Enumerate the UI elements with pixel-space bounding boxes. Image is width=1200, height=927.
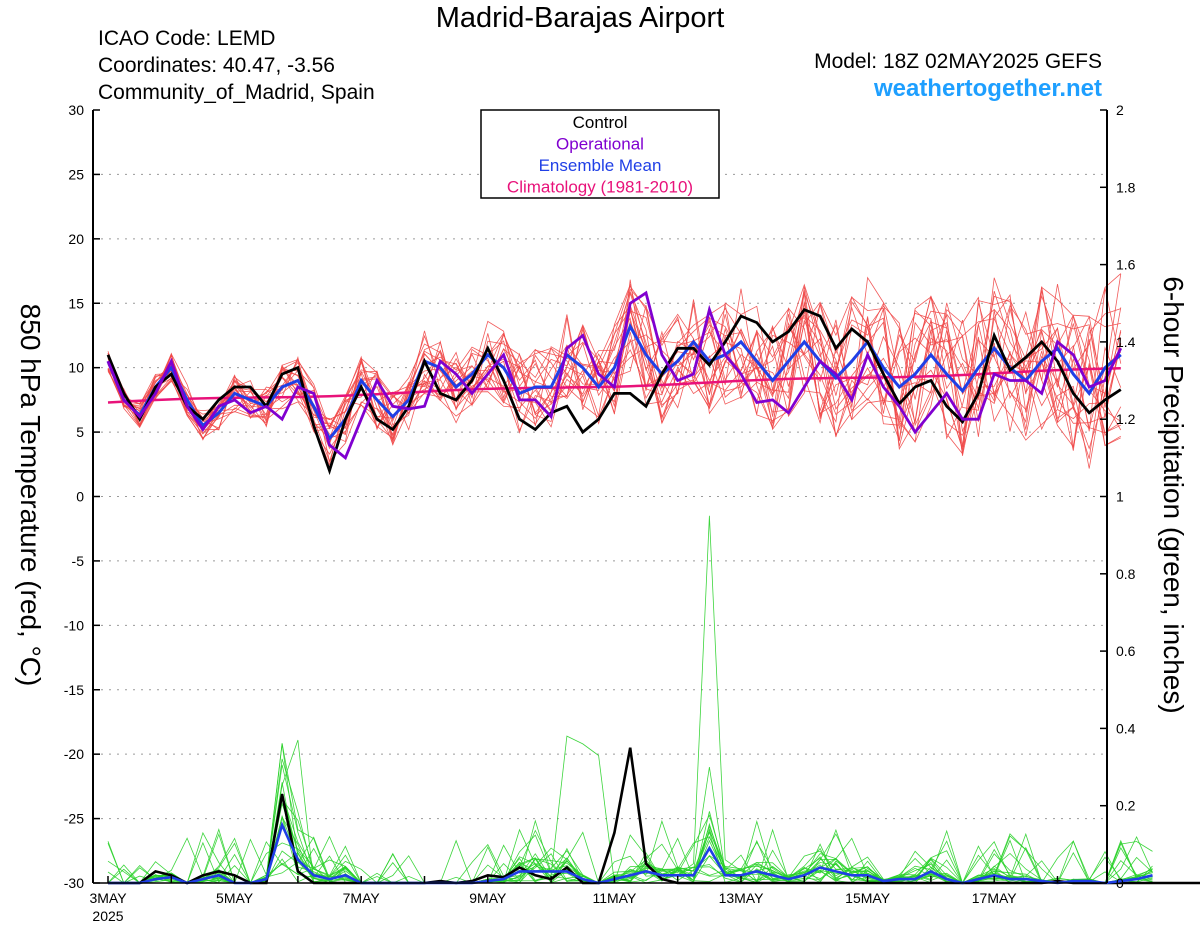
legend-item: Control bbox=[573, 113, 628, 132]
y-left-tick-label: -25 bbox=[64, 811, 84, 827]
temperature-member-line bbox=[107, 283, 1121, 467]
precipitation-member-line bbox=[108, 758, 1153, 884]
coordinates: Coordinates: 40.47, -3.56 bbox=[98, 54, 335, 77]
x-tick-label: 15MAY bbox=[845, 890, 891, 906]
legend-item: Operational bbox=[556, 135, 644, 154]
x-tick-label: 7MAY bbox=[343, 890, 381, 906]
precipitation-member-line bbox=[107, 793, 1153, 884]
precipitation-member-line bbox=[108, 743, 1153, 884]
precipitation-member-line bbox=[107, 515, 1153, 884]
y-right-tick-label: 1 bbox=[1116, 489, 1124, 505]
y-right-tick-label: 0.4 bbox=[1116, 720, 1136, 736]
precip-ensemble-mean-line bbox=[108, 821, 1153, 885]
y-left-tick-label: -20 bbox=[64, 746, 84, 762]
y-left-tick-label: 25 bbox=[68, 166, 84, 182]
temp-ensemble-mean-line bbox=[106, 322, 1122, 442]
x-tick-label: 17MAY bbox=[972, 890, 1018, 906]
y-right-tick-label: 1.2 bbox=[1116, 411, 1136, 427]
y-left-tick-label: -15 bbox=[64, 682, 84, 698]
y-right-tick-label: 1.8 bbox=[1116, 179, 1136, 195]
precipitation-member-line bbox=[108, 735, 1153, 884]
x-tick-label: 13MAY bbox=[719, 890, 765, 906]
y-left-tick-label: 5 bbox=[76, 424, 84, 440]
y-right-tick-label: 1.4 bbox=[1116, 334, 1136, 350]
legend: Control Operational Ensemble Mean Climatolo… bbox=[480, 109, 720, 199]
y-left-tick-label: 20 bbox=[68, 231, 84, 247]
precipitation-member-line bbox=[108, 782, 1153, 884]
legend-box bbox=[480, 109, 720, 199]
y-right-tick-label: 0.2 bbox=[1116, 798, 1136, 814]
icao-code: ICAO Code: LEMD bbox=[98, 27, 276, 50]
temp-control-line bbox=[106, 307, 1122, 476]
temp-operational-line bbox=[106, 290, 1123, 461]
x-tick-label: 5MAY bbox=[216, 890, 254, 906]
temperature-member-line bbox=[107, 285, 1121, 464]
y-left-tick-label: 10 bbox=[68, 360, 84, 376]
legend-item: Climatology (1981-2010) bbox=[507, 178, 693, 197]
y-left-tick-label: 0 bbox=[76, 489, 84, 505]
x-tick-label: 9MAY bbox=[469, 890, 507, 906]
y-right-tick-label: 1.6 bbox=[1116, 257, 1136, 273]
site-name: weathertogether.net bbox=[873, 75, 1102, 102]
precipitation-member-line bbox=[108, 835, 1153, 884]
precipitation-member-line bbox=[107, 739, 1153, 884]
region: Community_of_Madrid, Spain bbox=[98, 81, 375, 104]
y-left-tick-label: 15 bbox=[68, 295, 84, 311]
y-right-tick-label: 0 bbox=[1116, 875, 1124, 891]
x-tick-label: 11MAY bbox=[592, 890, 636, 906]
legend-item: Ensemble Mean bbox=[539, 156, 662, 175]
x-tick-label: 3MAY bbox=[89, 890, 127, 906]
y-right-tick-label: 0.8 bbox=[1116, 566, 1136, 582]
y-left-tick-label: -10 bbox=[64, 617, 84, 633]
y-left-tick-label: -5 bbox=[72, 553, 85, 569]
x-year-label: 2025 bbox=[92, 908, 123, 924]
y-left-tick-label: -30 bbox=[64, 875, 84, 891]
y-right-tick-label: 0.6 bbox=[1116, 643, 1136, 659]
precipitation-member-line bbox=[108, 819, 1153, 884]
chart-title: Madrid-Barajas Airport bbox=[435, 2, 725, 34]
precipitation-member-line bbox=[108, 816, 1153, 884]
y-right-tick-label: 2 bbox=[1116, 102, 1124, 118]
model-run: Model: 18Z 02MAY2025 GEFS bbox=[814, 50, 1102, 73]
precipitation-member-line bbox=[108, 743, 1153, 884]
y-left-tick-label: 30 bbox=[68, 102, 84, 118]
